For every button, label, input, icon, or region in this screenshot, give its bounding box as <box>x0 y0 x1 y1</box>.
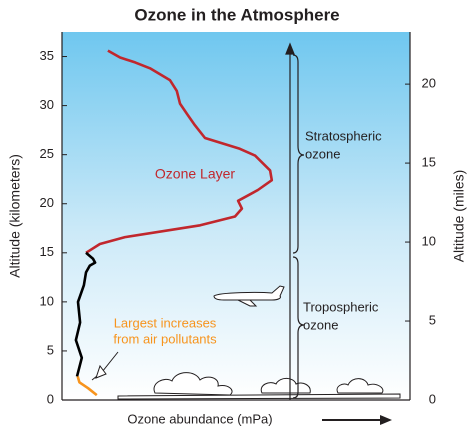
chart-title: Ozone in the Atmosphere <box>134 5 339 24</box>
pointer <box>91 351 119 381</box>
y2-axis-label: Altitude (miles) <box>451 170 467 263</box>
y-tick-label: 15 <box>40 244 54 259</box>
y-tick-label: 10 <box>40 293 54 308</box>
y-tick-label: 0 <box>47 391 54 406</box>
y2-tick-label: 10 <box>422 233 436 248</box>
y2-tick-label: 20 <box>422 76 436 91</box>
y-tick-label: 30 <box>40 97 54 112</box>
annotation: Largest increases <box>114 315 217 330</box>
y-axis-label: Altitude (kilometers) <box>7 154 23 278</box>
annotation: Stratospheric <box>305 128 382 143</box>
annotation: ozone <box>303 317 338 332</box>
y-tick-label: 25 <box>40 146 54 161</box>
airplane <box>213 285 285 307</box>
ozone-curve <box>85 49 274 254</box>
series-label: Ozone Layer <box>155 166 235 182</box>
annotation: ozone <box>305 146 340 161</box>
y-tick-label: 20 <box>40 195 54 210</box>
annotation: from air pollutants <box>113 331 217 346</box>
x-axis-arrow <box>322 415 392 425</box>
y2-tick-label: 0 <box>429 391 436 406</box>
y2-tick-label: 15 <box>422 155 436 170</box>
x-axis-label: Ozone abundance (mPa) <box>127 411 272 426</box>
y-tick-label: 5 <box>47 342 54 357</box>
ozone-curve <box>74 251 97 377</box>
ozone-curve <box>76 376 98 397</box>
y2-tick-label: 5 <box>429 312 436 327</box>
y-tick-label: 35 <box>40 48 54 63</box>
altitude-arrow <box>285 42 305 400</box>
annotation: Tropospheric <box>303 299 379 314</box>
